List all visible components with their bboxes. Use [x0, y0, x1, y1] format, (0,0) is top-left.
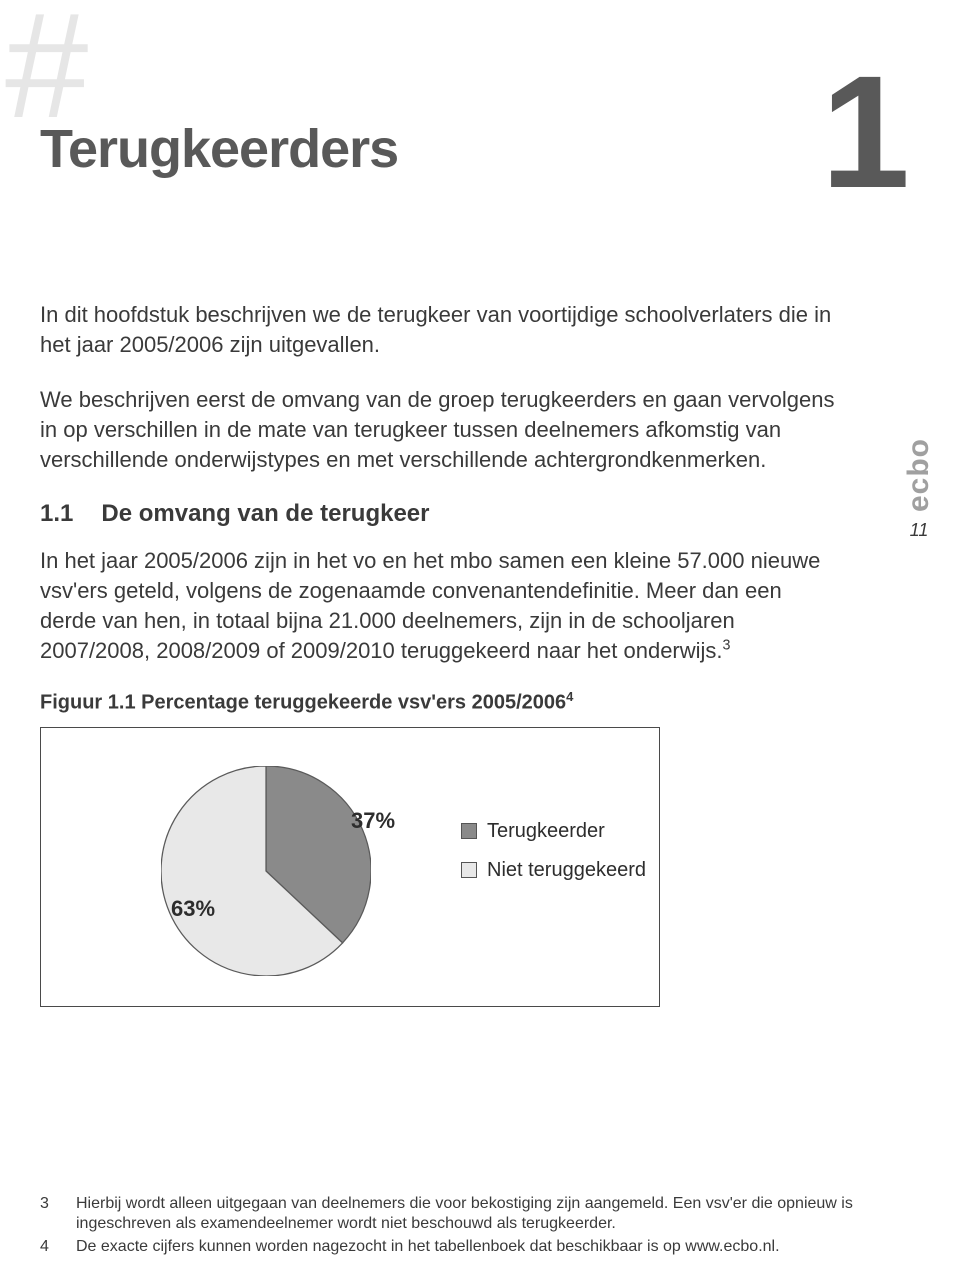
footnotes: 3 Hierbij wordt alleen uitgegaan van dee… [40, 1194, 890, 1260]
figure-caption-text: Figuur 1.1 Percentage teruggekeerde vsv'… [40, 692, 566, 714]
legend-label-terugkeerder: Terugkeerder [487, 820, 605, 843]
footnote-ref-3: 3 [723, 637, 731, 653]
pie-chart [161, 766, 371, 976]
chapter-number: 1 [821, 52, 904, 212]
page: # Terugkeerders 1 ecbo 11 In dit hoofdst… [0, 0, 960, 1270]
footnote-4-num: 4 [40, 1237, 58, 1258]
side-page-number: 11 [902, 520, 936, 541]
pie-label-63: 63% [171, 896, 215, 922]
legend-swatch-niet-teruggekeerd [461, 862, 477, 878]
section-number: 1.1 [40, 500, 73, 528]
side-label: ecbo 11 [902, 438, 936, 541]
section-body-text: In het jaar 2005/2006 zijn in het vo en … [40, 548, 820, 662]
pie-svg [161, 766, 371, 976]
body-column: In dit hoofdstuk beschrijven we de terug… [40, 300, 840, 1007]
pie-chart-box: 37% 63% Terugkeerder Niet teruggekeerd [40, 727, 660, 1007]
chapter-title: Terugkeerders [40, 118, 398, 180]
legend-label-niet-teruggekeerd: Niet teruggekeerd [487, 859, 646, 882]
footnote-4: 4 De exacte cijfers kunnen worden nagezo… [40, 1237, 890, 1258]
footnote-3: 3 Hierbij wordt alleen uitgegaan van dee… [40, 1194, 890, 1236]
footnote-ref-4: 4 [566, 689, 573, 704]
pie-label-37: 37% [351, 808, 395, 834]
footnote-3-num: 3 [40, 1194, 58, 1236]
intro-block: In dit hoofdstuk beschrijven we de terug… [40, 300, 840, 474]
footnote-4-text: De exacte cijfers kunnen worden nagezoch… [76, 1237, 890, 1258]
section-title: De omvang van de terugkeer [101, 500, 429, 528]
intro-paragraph-1: In dit hoofdstuk beschrijven we de terug… [40, 300, 840, 359]
section-body: In het jaar 2005/2006 zijn in het vo en … [40, 546, 840, 665]
footnote-3-text: Hierbij wordt alleen uitgegaan van deeln… [76, 1194, 890, 1236]
side-brand: ecbo [902, 438, 936, 512]
figure-caption: Figuur 1.1 Percentage teruggekeerde vsv'… [40, 689, 840, 715]
pie-legend: Terugkeerder Niet teruggekeerd [461, 820, 646, 898]
section-heading: 1.1 De omvang van de terugkeer [40, 500, 840, 528]
legend-row-niet-teruggekeerd: Niet teruggekeerd [461, 859, 646, 882]
intro-paragraph-2: We beschrijven eerst de omvang van de gr… [40, 385, 840, 474]
legend-row-terugkeerder: Terugkeerder [461, 820, 646, 843]
legend-swatch-terugkeerder [461, 823, 477, 839]
